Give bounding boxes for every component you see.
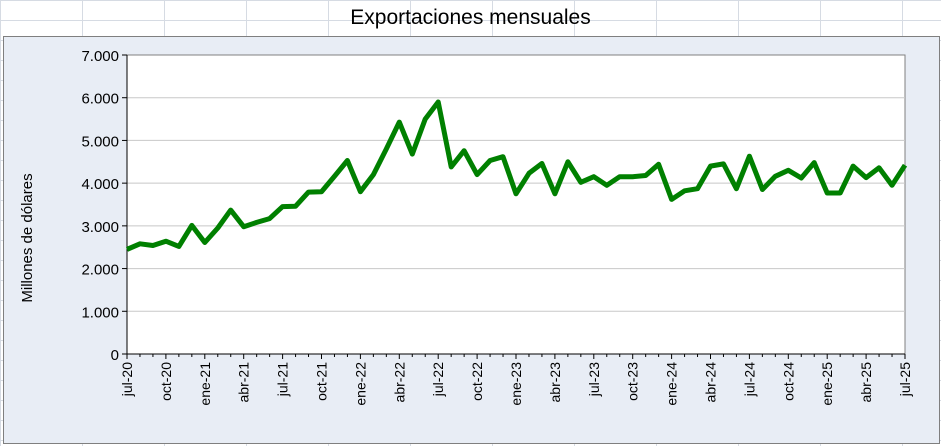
y-tick-label: 1.000 xyxy=(81,304,119,321)
y-tick-label: 4.000 xyxy=(81,176,119,193)
x-tick-label: abr-23 xyxy=(547,362,563,403)
plot-area xyxy=(126,54,906,355)
y-tick-label: 6.000 xyxy=(81,91,119,108)
chart-title: Exportaciones mensuales xyxy=(350,6,591,29)
x-tick-label: ene-25 xyxy=(819,362,835,406)
x-tick-label: jul-24 xyxy=(741,362,757,397)
y-tick-label: 3.000 xyxy=(81,219,119,236)
y-tick-label: 2.000 xyxy=(81,262,119,279)
x-tick-label: oct-20 xyxy=(158,362,174,401)
x-tick-label: jul-23 xyxy=(586,362,602,397)
x-tick-label: oct-22 xyxy=(469,362,485,401)
x-tick-label: ene-22 xyxy=(352,362,368,406)
x-tick-label: abr-25 xyxy=(858,362,874,403)
x-tick-label: ene-21 xyxy=(197,362,213,406)
x-tick-label: abr-24 xyxy=(703,362,719,403)
x-tick-label: ene-24 xyxy=(664,362,680,406)
x-tick-label: oct-21 xyxy=(314,362,330,401)
x-tick-label: jul-20 xyxy=(119,362,135,397)
x-tick-label: jul-25 xyxy=(897,362,913,397)
y-tick-label: 5.000 xyxy=(81,133,119,150)
x-tick-label: oct-23 xyxy=(625,362,641,401)
x-tick-label: jul-22 xyxy=(430,362,446,397)
x-tick-label: oct-24 xyxy=(780,362,796,401)
y-tick-label: 7.000 xyxy=(81,48,119,65)
y-axis-label: Millones de dólares xyxy=(19,173,36,302)
x-tick-label: abr-21 xyxy=(236,362,252,403)
y-tick-label: 0 xyxy=(111,347,119,364)
x-tick-label: ene-23 xyxy=(508,362,524,406)
x-tick-label: jul-21 xyxy=(275,362,291,397)
x-tick-label: abr-22 xyxy=(391,362,407,403)
